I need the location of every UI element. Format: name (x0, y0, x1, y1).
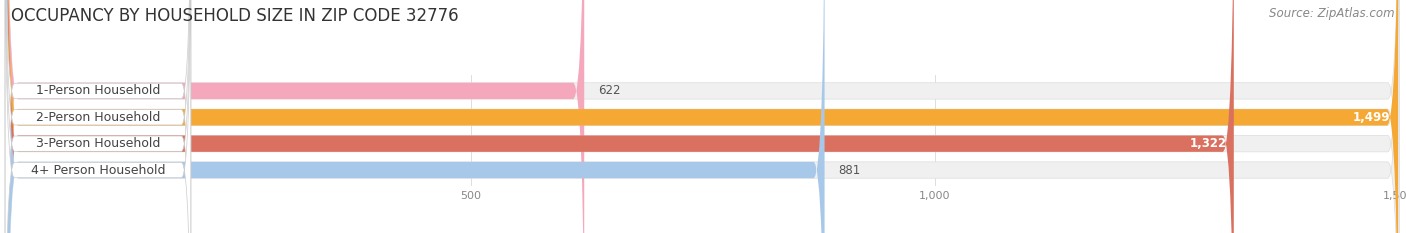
Text: OCCUPANCY BY HOUSEHOLD SIZE IN ZIP CODE 32776: OCCUPANCY BY HOUSEHOLD SIZE IN ZIP CODE … (11, 7, 458, 25)
FancyBboxPatch shape (6, 0, 191, 233)
Text: Source: ZipAtlas.com: Source: ZipAtlas.com (1270, 7, 1395, 20)
Text: 1,499: 1,499 (1353, 111, 1391, 124)
FancyBboxPatch shape (7, 0, 585, 233)
FancyBboxPatch shape (7, 0, 1399, 233)
Text: 881: 881 (838, 164, 860, 177)
FancyBboxPatch shape (6, 0, 191, 233)
FancyBboxPatch shape (6, 0, 191, 233)
Text: 1,322: 1,322 (1189, 137, 1226, 150)
FancyBboxPatch shape (6, 0, 191, 233)
FancyBboxPatch shape (7, 0, 824, 233)
FancyBboxPatch shape (7, 0, 1399, 233)
Text: 1-Person Household: 1-Person Household (35, 84, 160, 97)
Text: 4+ Person Household: 4+ Person Household (31, 164, 166, 177)
Text: 3-Person Household: 3-Person Household (35, 137, 160, 150)
FancyBboxPatch shape (7, 0, 1398, 233)
FancyBboxPatch shape (7, 0, 1399, 233)
Text: 2-Person Household: 2-Person Household (35, 111, 160, 124)
FancyBboxPatch shape (7, 0, 1234, 233)
Text: 622: 622 (598, 84, 620, 97)
FancyBboxPatch shape (7, 0, 1399, 233)
